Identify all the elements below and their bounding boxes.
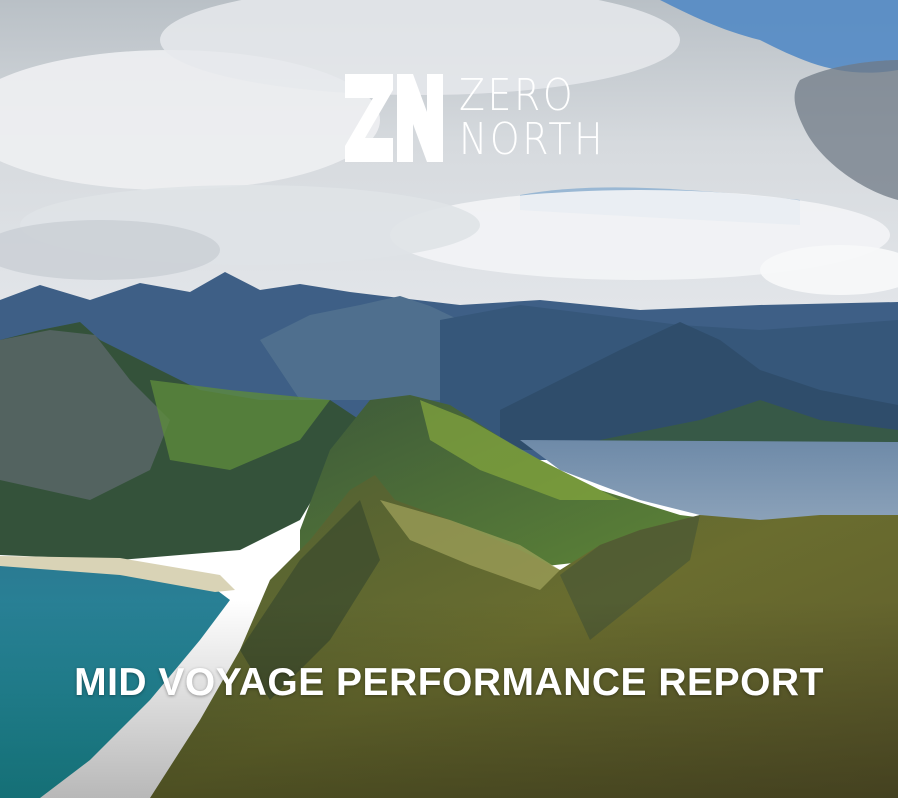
- report-title: MID VOYAGE PERFORMANCE REPORT: [74, 661, 824, 704]
- logo-word-zero: ZERO: [459, 70, 576, 121]
- logo-wordmark: ZERO NORTH: [459, 74, 629, 162]
- zn-monogram-icon: [345, 74, 443, 162]
- fjord-water: [520, 440, 898, 530]
- logo-word-north: NORTH: [459, 114, 606, 165]
- zero-north-logo: ZERO NORTH: [343, 72, 629, 164]
